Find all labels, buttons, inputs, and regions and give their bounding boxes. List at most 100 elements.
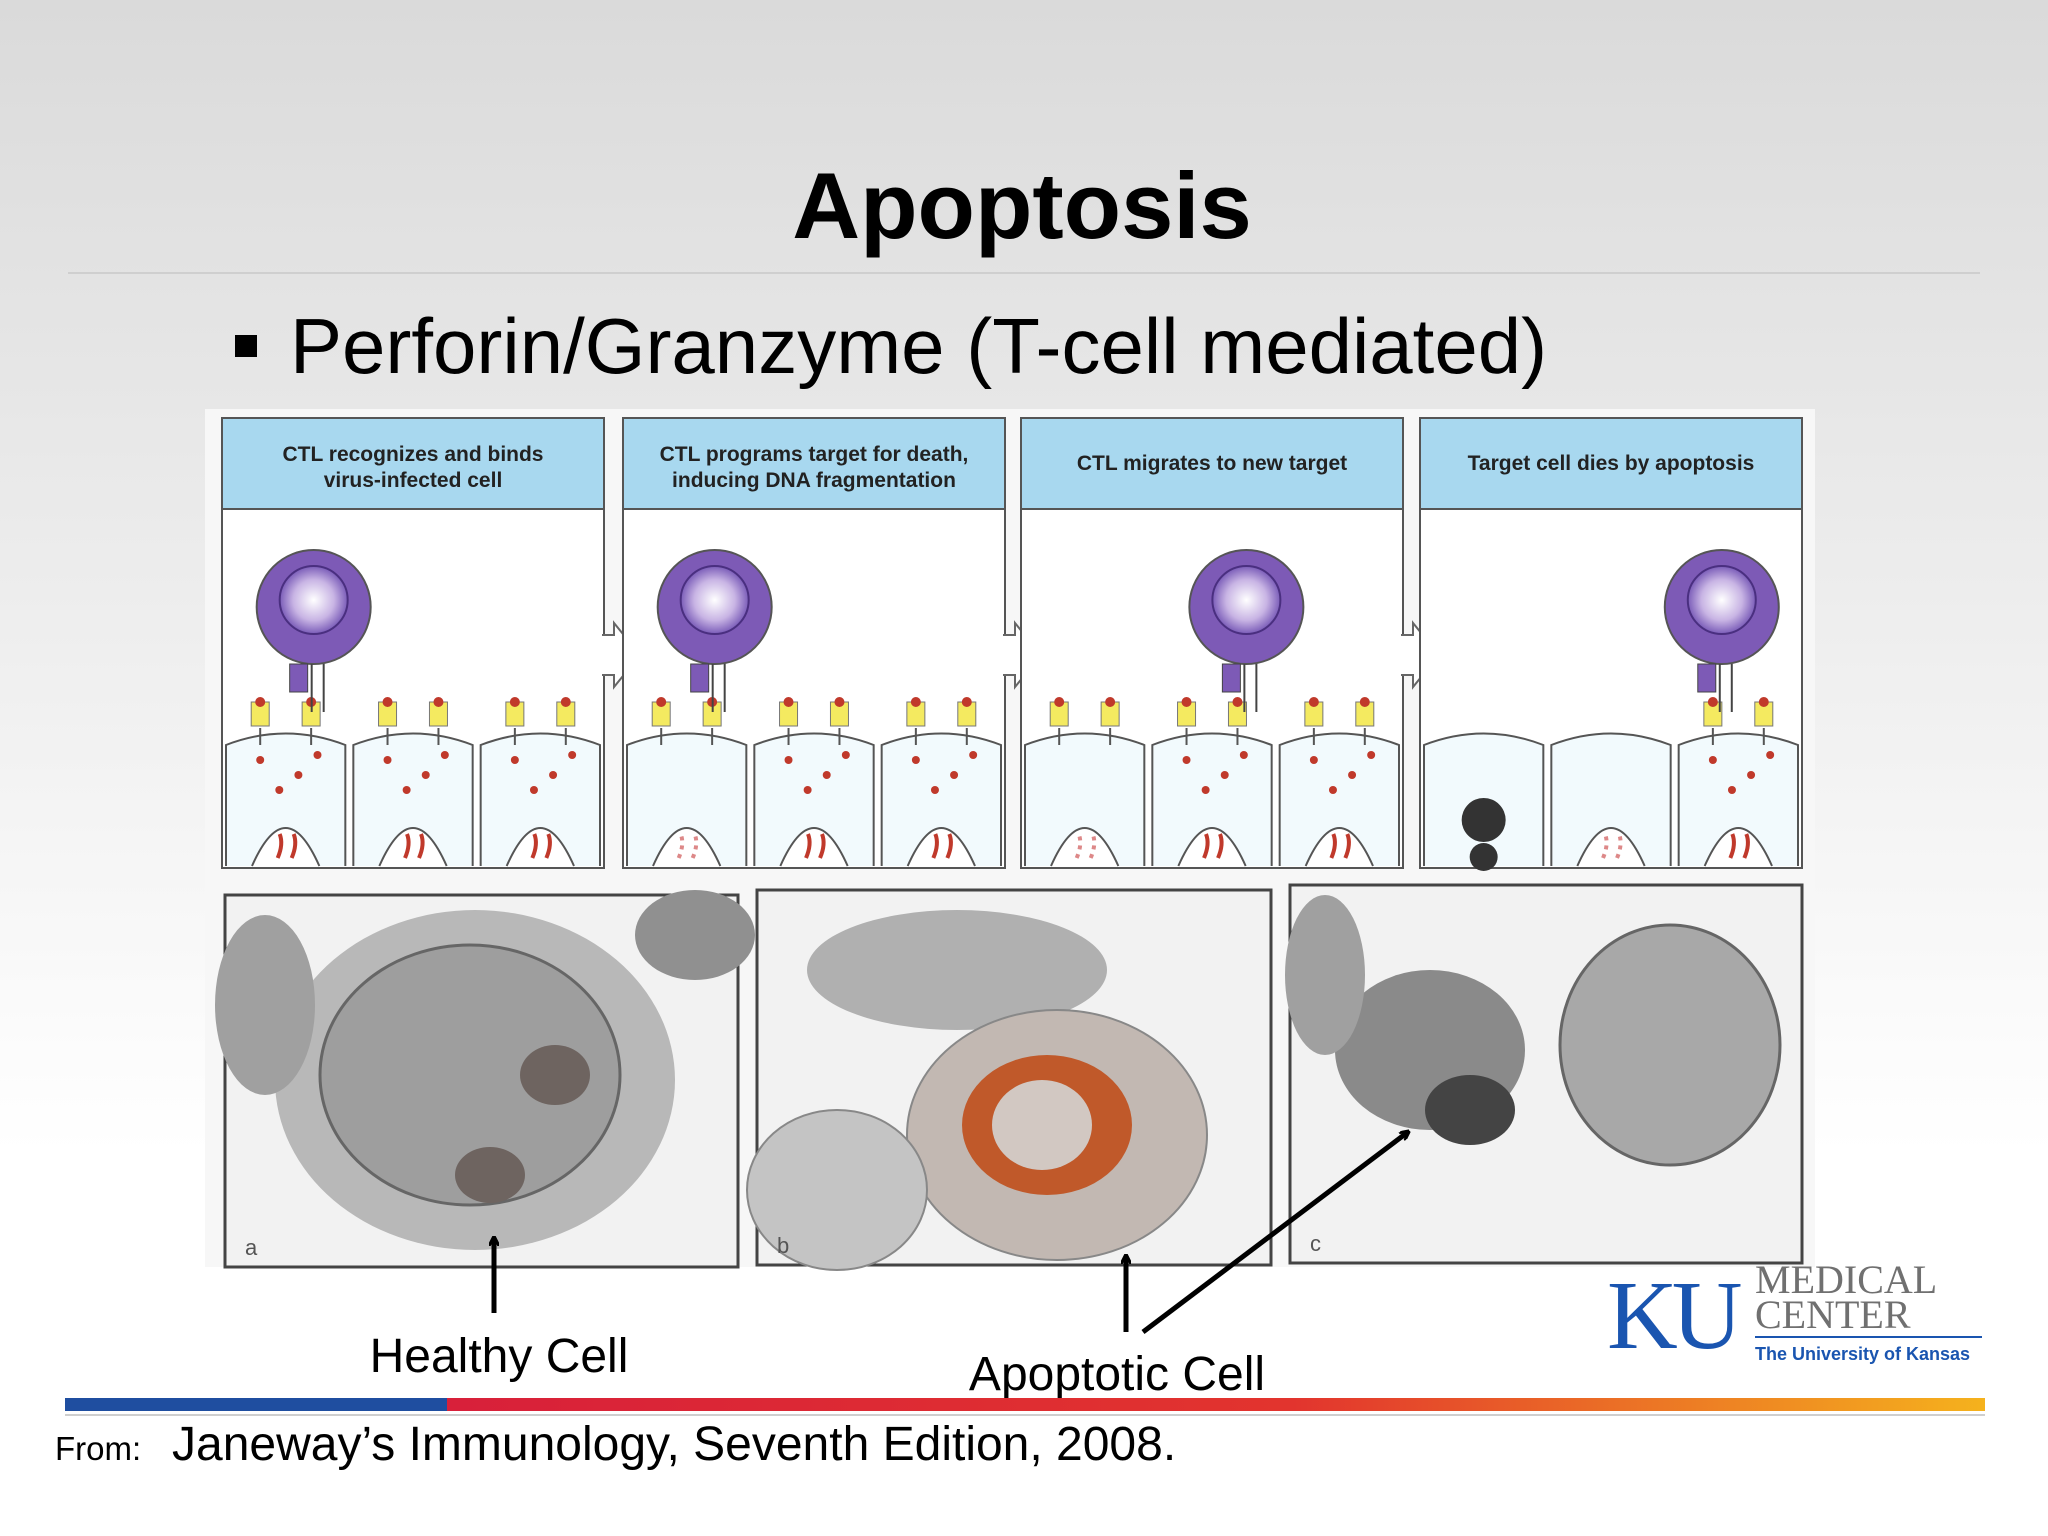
dna <box>676 833 699 859</box>
cell-image <box>1558 923 1782 1167</box>
cell-image <box>746 1109 928 1271</box>
granule <box>803 786 812 794</box>
nucleus-image <box>318 943 622 1207</box>
micrograph-label: c <box>1310 1231 1321 1256</box>
dna <box>1601 833 1623 859</box>
panel-header-text: CTL programs target for death, <box>660 443 969 466</box>
granule <box>313 751 322 759</box>
antigen <box>783 697 794 707</box>
nucleus <box>505 827 575 867</box>
granule <box>841 751 850 759</box>
granule <box>383 756 392 764</box>
dna <box>403 833 425 859</box>
cell <box>1278 732 1400 866</box>
antigen <box>1232 697 1243 707</box>
granule <box>969 751 978 759</box>
nucleus <box>378 827 448 867</box>
dna <box>1074 833 1097 859</box>
antigen <box>1054 697 1065 707</box>
nucleus <box>906 827 976 867</box>
cell <box>1024 732 1146 866</box>
granule <box>911 756 920 764</box>
tcr <box>690 663 710 693</box>
apoptotic-core <box>992 1080 1092 1170</box>
granule <box>822 771 831 779</box>
cell-image <box>807 910 1107 1030</box>
bullet-text: Perforin/Granzyme (T-cell mediated) <box>290 302 1547 390</box>
annotation: Healthy Cell <box>370 1330 629 1383</box>
nucleus <box>1050 827 1120 867</box>
color-bar <box>447 1398 1985 1411</box>
antigen <box>433 697 444 707</box>
apoptotic-body <box>1469 843 1498 871</box>
granule <box>1727 786 1736 794</box>
cell <box>880 732 1002 866</box>
antigen <box>255 697 266 707</box>
granule <box>440 751 449 759</box>
ctl-nucleus <box>278 565 349 635</box>
granule <box>402 786 411 794</box>
arrow <box>1141 1132 1408 1334</box>
cell <box>479 732 601 866</box>
granule <box>1239 751 1248 759</box>
cell <box>626 732 748 866</box>
cell <box>225 732 347 866</box>
panel-header-text: CTL migrates to new target <box>1077 452 1347 475</box>
panel-header <box>221 417 605 510</box>
granule <box>1220 771 1229 779</box>
antigen <box>1105 697 1116 707</box>
panel-header-text: Target cell dies by apoptosis <box>1468 452 1755 475</box>
antigen <box>1181 697 1192 707</box>
nucleus <box>779 827 849 867</box>
source-prefix: From: <box>55 1430 141 1467</box>
granule <box>1328 786 1337 794</box>
granule <box>510 756 519 764</box>
granule <box>1309 756 1318 764</box>
dna <box>275 833 298 859</box>
dna <box>1329 833 1351 859</box>
source-citation: Janeway’s Immunology, Seventh Edition, 2… <box>172 1418 1176 1471</box>
antigen <box>382 697 393 707</box>
cell <box>1677 732 1799 866</box>
cell <box>352 732 474 866</box>
antigen <box>834 697 845 707</box>
granule <box>1367 751 1376 759</box>
cell <box>1550 732 1672 866</box>
panel-header <box>1419 417 1803 510</box>
antigen <box>1308 697 1319 707</box>
chromatin <box>520 1045 590 1105</box>
panel-header-text: CTL recognizes and binds <box>283 443 544 466</box>
granule <box>1348 771 1357 779</box>
logo-tagline: The University of Kansas <box>1755 1344 1970 1364</box>
dna <box>1202 833 1224 859</box>
logo-mark: KU <box>1607 1262 1741 1370</box>
cell <box>1151 732 1273 866</box>
cell <box>753 732 875 866</box>
micrograph-label: b <box>777 1233 789 1258</box>
granule <box>950 771 959 779</box>
granule <box>256 756 265 764</box>
tcr <box>1221 663 1241 693</box>
apoptotic-body <box>1461 798 1506 842</box>
granule <box>549 771 558 779</box>
granule <box>275 786 284 794</box>
bullet-marker <box>235 335 257 357</box>
granule <box>1201 786 1210 794</box>
ctl-nucleus <box>1211 565 1282 635</box>
antigen <box>910 697 921 707</box>
granule <box>784 756 793 764</box>
dna <box>804 833 826 859</box>
antigen <box>656 697 667 707</box>
granule <box>421 771 430 779</box>
micrograph-label: a <box>245 1235 258 1260</box>
cell-image <box>1285 895 1365 1055</box>
annotation: Apoptotic Cell <box>969 1348 1265 1401</box>
granule <box>1747 771 1756 779</box>
tcr <box>1697 663 1717 693</box>
antigen <box>1707 697 1718 707</box>
granule <box>1766 751 1775 759</box>
slide-title: Apoptosis <box>792 153 1252 258</box>
ctl-nucleus <box>1686 565 1757 635</box>
